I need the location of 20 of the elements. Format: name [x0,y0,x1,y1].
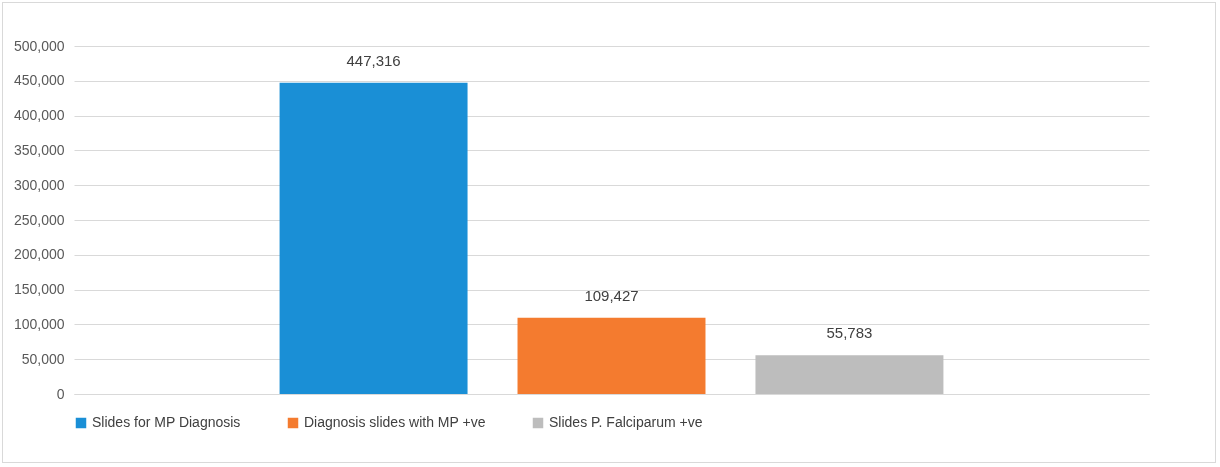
legend-label: Diagnosis slides with MP +ve [304,414,486,430]
y-tick-label: 0 [56,385,65,402]
data-label: 447,316 [346,51,401,69]
legend-label: Slides P. Falciparum +ve [549,414,703,430]
y-tick-label: 100,000 [13,315,65,332]
data-label: 55,783 [826,324,873,342]
y-tick-label: 50,000 [21,350,65,367]
legend-label: Slides for MP Diagnosis [92,414,241,430]
bar [755,355,944,394]
data-label: 109,427 [584,286,639,304]
y-tick-label: 450,000 [13,72,65,89]
y-tick-label: 150,000 [13,281,65,298]
y-tick-label: 300,000 [13,176,65,193]
bar [279,82,468,394]
y-tick-label: 200,000 [13,246,65,263]
bar [517,317,706,394]
y-tick-label: 350,000 [13,141,65,158]
y-tick-label: 400,000 [13,107,65,124]
y-tick-label: 250,000 [13,211,65,228]
y-tick-label: 500,000 [13,37,65,54]
